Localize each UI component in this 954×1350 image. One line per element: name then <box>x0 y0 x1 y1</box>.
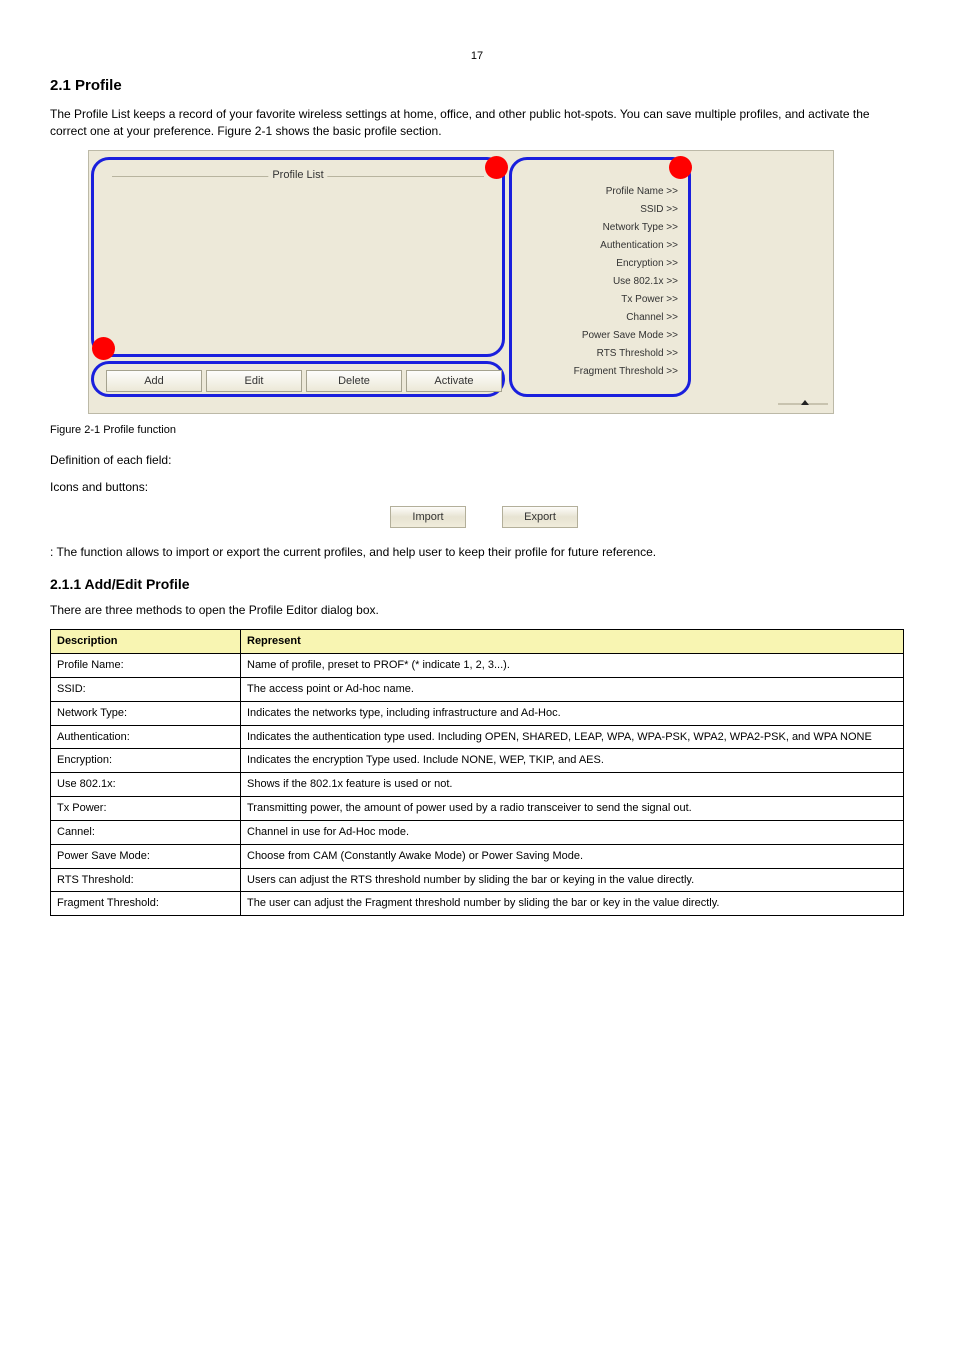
info-label: RTS Threshold >> <box>597 348 678 359</box>
table-cell-term: Network Type: <box>51 701 241 725</box>
profile-screenshot: Profile List Profile Name >> SSID >> Net… <box>88 150 834 414</box>
info-label: Fragment Threshold >> <box>574 366 678 377</box>
table-cell-desc: The access point or Ad-hoc name. <box>241 677 904 701</box>
table-cell-term: Encryption: <box>51 749 241 773</box>
delete-button[interactable]: Delete <box>306 370 402 392</box>
para-def: Definition of each field: <box>50 452 904 469</box>
table-cell-term: Fragment Threshold: <box>51 892 241 916</box>
info-label: Authentication >> <box>600 240 678 251</box>
info-label: Power Save Mode >> <box>582 330 678 341</box>
table-cell-term: Power Save Mode: <box>51 844 241 868</box>
table-row: Profile Name:Name of profile, preset to … <box>51 654 904 678</box>
table-row: Cannel:Channel in use for Ad-Hoc mode. <box>51 820 904 844</box>
table-cell-desc: Users can adjust the RTS threshold numbe… <box>241 868 904 892</box>
callout-circle-2 <box>669 156 692 179</box>
add-button[interactable]: Add <box>106 370 202 392</box>
info-label: Tx Power >> <box>621 294 678 305</box>
page-number: 17 <box>50 50 904 62</box>
import-button[interactable]: Import <box>390 506 466 528</box>
callout-circle-1 <box>485 156 508 179</box>
para-icons: Icons and buttons: <box>50 479 904 496</box>
profile-list-label: Profile List <box>268 169 327 181</box>
intro-paragraph: The Profile List keeps a record of your … <box>50 106 904 140</box>
table-row: SSID:The access point or Ad-hoc name. <box>51 677 904 701</box>
info-label: Profile Name >> <box>606 186 678 197</box>
table-row: Encryption:Indicates the encryption Type… <box>51 749 904 773</box>
table-header: Represent <box>241 630 904 654</box>
table-cell-desc: Indicates the networks type, including i… <box>241 701 904 725</box>
subsection-title: 2.1.1 Add/Edit Profile <box>50 576 904 592</box>
callout-circle-3 <box>92 337 115 360</box>
table-cell-desc: Transmitting power, the amount of power … <box>241 797 904 821</box>
table-row: Authentication:Indicates the authenticat… <box>51 725 904 749</box>
table-cell-desc: Channel in use for Ad-Hoc mode. <box>241 820 904 844</box>
info-label: SSID >> <box>640 204 678 215</box>
subsection-intro: There are three methods to open the Prof… <box>50 602 904 619</box>
table-cell-desc: Name of profile, preset to PROF* (* indi… <box>241 654 904 678</box>
table-header: Description <box>51 630 241 654</box>
buttons-panel: Add Edit Delete Activate <box>91 361 505 397</box>
info-label: Use 802.1x >> <box>613 276 678 287</box>
figure-caption: Figure 2-1 Profile function <box>50 424 904 436</box>
table-cell-desc: Indicates the encryption Type used. Incl… <box>241 749 904 773</box>
table-cell-term: Cannel: <box>51 820 241 844</box>
table-row: Network Type:Indicates the networks type… <box>51 701 904 725</box>
table-row: Power Save Mode:Choose from CAM (Constan… <box>51 844 904 868</box>
export-button[interactable]: Export <box>502 506 578 528</box>
table-cell-term: SSID: <box>51 677 241 701</box>
table-row: Tx Power:Transmitting power, the amount … <box>51 797 904 821</box>
table-cell-term: RTS Threshold: <box>51 868 241 892</box>
info-label: Channel >> <box>626 312 678 323</box>
activate-button[interactable]: Activate <box>406 370 502 392</box>
table-cell-desc: Indicates the authentication type used. … <box>241 725 904 749</box>
import-export-line: Import Export <box>390 506 904 528</box>
info-label: Encryption >> <box>616 258 678 269</box>
table-row: Fragment Threshold:The user can adjust t… <box>51 892 904 916</box>
import-export-desc: : The function allows to import or expor… <box>50 544 904 561</box>
edit-button[interactable]: Edit <box>206 370 302 392</box>
table-row: Use 802.1x:Shows if the 802.1x feature i… <box>51 773 904 797</box>
table-row: RTS Threshold:Users can adjust the RTS t… <box>51 868 904 892</box>
table-cell-term: Authentication: <box>51 725 241 749</box>
definitions-table: Description Represent Profile Name:Name … <box>50 629 904 916</box>
info-label: Network Type >> <box>603 222 678 233</box>
table-cell-desc: The user can adjust the Fragment thresho… <box>241 892 904 916</box>
section-title: 2.1 Profile <box>50 77 904 94</box>
table-cell-desc: Choose from CAM (Constantly Awake Mode) … <box>241 844 904 868</box>
profile-info-panel: Profile Name >> SSID >> Network Type >> … <box>509 157 691 397</box>
table-cell-term: Use 802.1x: <box>51 773 241 797</box>
table-cell-term: Profile Name: <box>51 654 241 678</box>
profile-list-panel: Profile List <box>91 157 505 357</box>
bottom-mask <box>89 405 833 413</box>
table-cell-term: Tx Power: <box>51 797 241 821</box>
table-cell-desc: Shows if the 802.1x feature is used or n… <box>241 773 904 797</box>
